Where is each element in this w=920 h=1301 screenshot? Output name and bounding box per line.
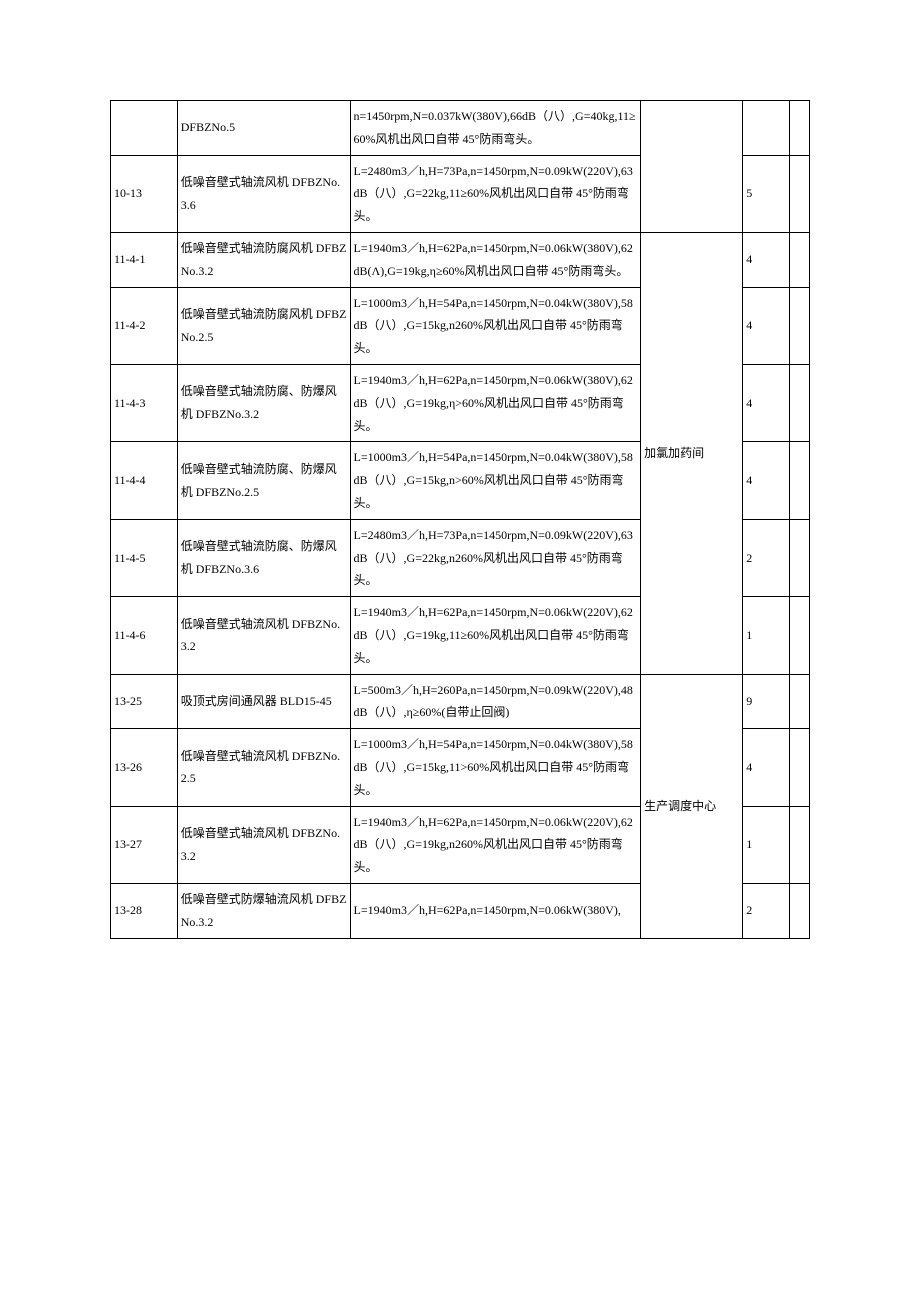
table-cell: L=1000m3／h,H=54Pa,n=1450rpm,N=0.04kW(380… bbox=[350, 287, 641, 364]
table-cell: 13-27 bbox=[111, 806, 178, 883]
table-cell bbox=[790, 519, 810, 596]
table-cell bbox=[790, 442, 810, 519]
equipment-table: DFBZNo.5n=1450rpm,N=0.037kW(380V),66dB（八… bbox=[110, 100, 810, 939]
table-cell bbox=[790, 883, 810, 938]
table-cell: 1 bbox=[743, 597, 790, 674]
table-cell: 低噪音壁式轴流防腐、防爆风机 DFBZNo.2.5 bbox=[177, 442, 350, 519]
table-cell: 低噪音壁式轴流防腐、防爆风机 DFBZNo.3.2 bbox=[177, 364, 350, 441]
table-cell: 11-4-6 bbox=[111, 597, 178, 674]
table-cell: 11-4-5 bbox=[111, 519, 178, 596]
table-cell: 11-4-3 bbox=[111, 364, 178, 441]
table-cell: 10-13 bbox=[111, 155, 178, 232]
table-cell: 13-26 bbox=[111, 729, 178, 806]
table-cell: 13-28 bbox=[111, 883, 178, 938]
table-cell: 2 bbox=[743, 519, 790, 596]
table-cell: 11-4-4 bbox=[111, 442, 178, 519]
table-cell: 4 bbox=[743, 287, 790, 364]
table-cell: n=1450rpm,N=0.037kW(380V),66dB（八）,G=40kg… bbox=[350, 101, 641, 156]
table-cell bbox=[790, 232, 810, 287]
table-cell: L=2480m3／h,H=73Pa,n=1450rpm,N=0.09kW(220… bbox=[350, 155, 641, 232]
table-cell: L=2480m3／h,H=73Pa,n=1450rpm,N=0.09kW(220… bbox=[350, 519, 641, 596]
table-cell bbox=[743, 101, 790, 156]
table-cell: L=1940m3／h,H=62Pa,n=1450rpm,N=0.06kW(380… bbox=[350, 364, 641, 441]
table-body: DFBZNo.5n=1450rpm,N=0.037kW(380V),66dB（八… bbox=[111, 101, 810, 939]
table-cell bbox=[790, 101, 810, 156]
table-cell bbox=[790, 155, 810, 232]
table-cell: L=1000m3／h,H=54Pa,n=1450rpm,N=0.04kW(380… bbox=[350, 442, 641, 519]
table-cell bbox=[790, 806, 810, 883]
table-cell bbox=[790, 674, 810, 729]
table-cell: L=1940m3／h,H=62Pa,n=1450rpm,N=0.06kW(380… bbox=[350, 883, 641, 938]
table-cell: L=500m3／h,H=260Pa,n=1450rpm,N=0.09kW(220… bbox=[350, 674, 641, 729]
table-cell: 11-4-1 bbox=[111, 232, 178, 287]
table-cell: 低噪音壁式轴流风机 DFBZNo.3.2 bbox=[177, 597, 350, 674]
table-cell: L=1940m3／h,H=62Pa,n=1450rpm,N=0.06kW(380… bbox=[350, 232, 641, 287]
table-cell bbox=[111, 101, 178, 156]
table-cell: 4 bbox=[743, 232, 790, 287]
table-cell: 5 bbox=[743, 155, 790, 232]
table-cell: 低噪音壁式防爆轴流风机 DFBZNo.3.2 bbox=[177, 883, 350, 938]
table-cell: 2 bbox=[743, 883, 790, 938]
table-cell: 4 bbox=[743, 442, 790, 519]
table-cell: DFBZNo.5 bbox=[177, 101, 350, 156]
table-cell bbox=[641, 101, 743, 233]
table-cell: 4 bbox=[743, 364, 790, 441]
table-cell bbox=[790, 729, 810, 806]
table-cell: 低噪音壁式轴流防腐风机 DFBZNo.3.2 bbox=[177, 232, 350, 287]
table-cell: 11-4-2 bbox=[111, 287, 178, 364]
table-row: DFBZNo.5n=1450rpm,N=0.037kW(380V),66dB（八… bbox=[111, 101, 810, 156]
table-cell: 13-25 bbox=[111, 674, 178, 729]
table-row: 13-25吸顶式房间通风器 BLD15-45L=500m3／h,H=260Pa,… bbox=[111, 674, 810, 729]
table-cell: 1 bbox=[743, 806, 790, 883]
table-cell: L=1940m3／h,H=62Pa,n=1450rpm,N=0.06kW(220… bbox=[350, 806, 641, 883]
table-cell: 低噪音壁式轴流风机 DFBZNo.3.6 bbox=[177, 155, 350, 232]
table-row: 11-4-1低噪音壁式轴流防腐风机 DFBZNo.3.2L=1940m3／h,H… bbox=[111, 232, 810, 287]
table-cell: L=1940m3／h,H=62Pa,n=1450rpm,N=0.06kW(220… bbox=[350, 597, 641, 674]
table-cell: 低噪音壁式轴流防腐风机 DFBZNo.2.5 bbox=[177, 287, 350, 364]
table-cell bbox=[790, 597, 810, 674]
table-cell: 低噪音壁式轴流风机 DFBZNo.3.2 bbox=[177, 806, 350, 883]
table-cell bbox=[790, 287, 810, 364]
table-cell: 吸顶式房间通风器 BLD15-45 bbox=[177, 674, 350, 729]
table-cell: 9 bbox=[743, 674, 790, 729]
table-cell bbox=[790, 364, 810, 441]
table-cell: L=1000m3／h,H=54Pa,n=1450rpm,N=0.04kW(380… bbox=[350, 729, 641, 806]
table-cell: 生产调度中心 bbox=[641, 674, 743, 938]
table-cell: 低噪音壁式轴流防腐、防爆风机 DFBZNo.3.6 bbox=[177, 519, 350, 596]
table-cell: 低噪音壁式轴流风机 DFBZNo.2.5 bbox=[177, 729, 350, 806]
table-cell: 加氯加药间 bbox=[641, 232, 743, 674]
table-cell: 4 bbox=[743, 729, 790, 806]
